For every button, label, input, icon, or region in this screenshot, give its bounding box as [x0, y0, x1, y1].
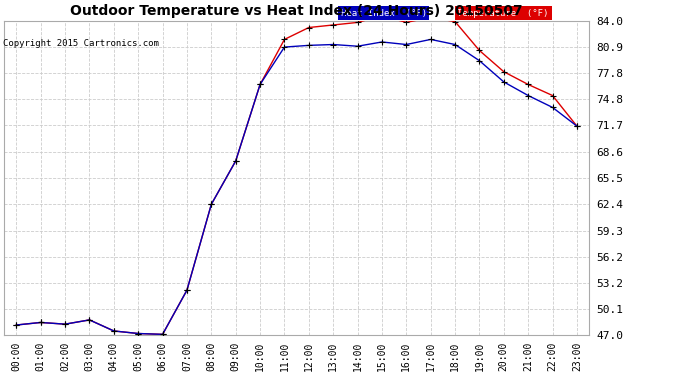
Title: Outdoor Temperature vs Heat Index (24 Hours) 20150507: Outdoor Temperature vs Heat Index (24 Ho…	[70, 4, 523, 18]
Text: Temperature  (°F): Temperature (°F)	[457, 9, 549, 18]
Text: Copyright 2015 Cartronics.com: Copyright 2015 Cartronics.com	[3, 39, 159, 48]
Text: Heat Index  (°F): Heat Index (°F)	[340, 9, 426, 18]
